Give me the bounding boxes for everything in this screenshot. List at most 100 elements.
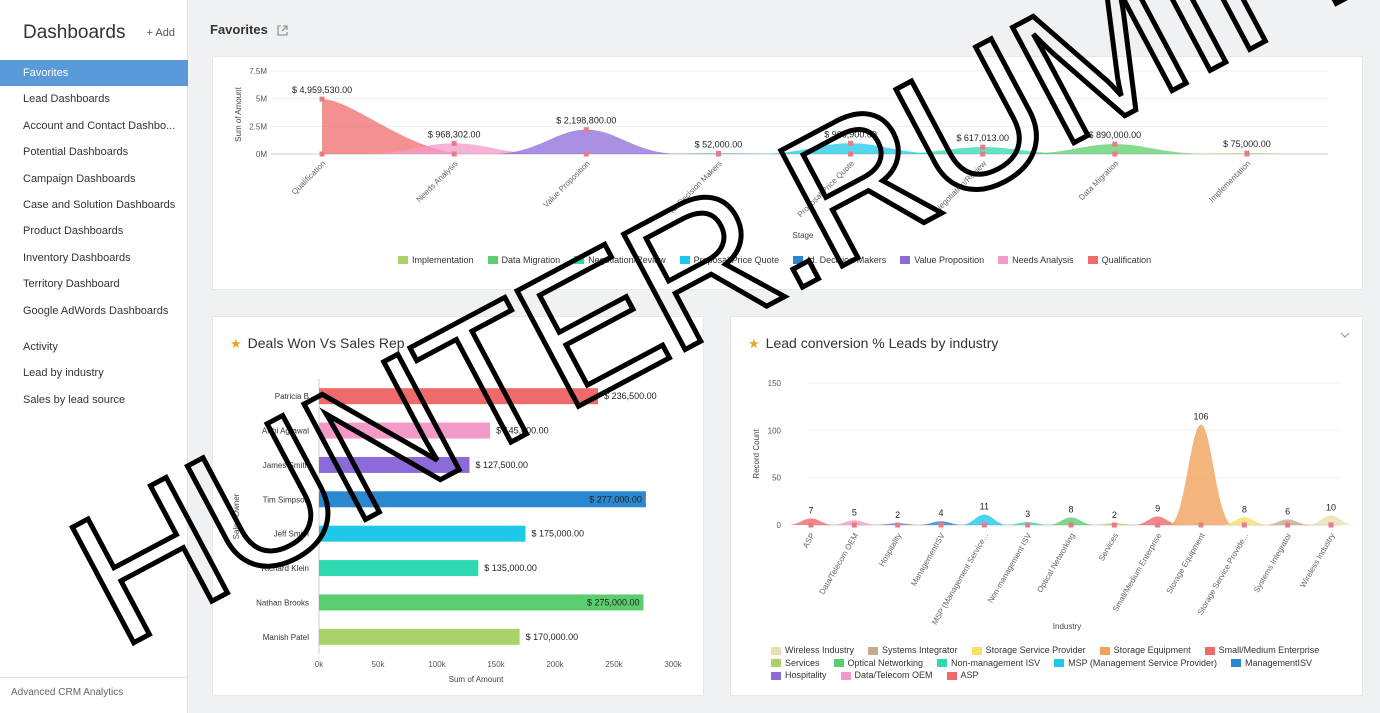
sidebar-item-google-adwords-dashboards[interactable]: Google AdWords Dashboards bbox=[23, 304, 169, 317]
lead-conversion-chart: 0 50 100 150 Record Count 7 ASP 5 Data/Telecom O… bbox=[752, 379, 1355, 631]
industry-legend-item[interactable]: Storage Service Provider bbox=[971, 645, 1086, 656]
star-icon[interactable]: ★ bbox=[230, 336, 242, 351]
industry-legend-item[interactable]: Storage Equipment bbox=[1099, 645, 1191, 656]
x-tick-label: 0k bbox=[315, 660, 324, 669]
stage-legend-item[interactable]: Needs Analysis bbox=[998, 255, 1074, 265]
baseline-point bbox=[715, 151, 721, 157]
data-label: 7 bbox=[808, 505, 813, 515]
add-dashboard-button[interactable]: + Add bbox=[146, 27, 175, 39]
area-series[interactable] bbox=[1019, 144, 1210, 154]
bar[interactable] bbox=[319, 628, 520, 645]
area-series[interactable] bbox=[1047, 517, 1095, 525]
sidebar-item-inventory-dashboards[interactable]: Inventory Dashboards bbox=[23, 251, 131, 264]
sidebar-item-lead-by-industry[interactable]: Lead by industry bbox=[23, 367, 104, 380]
data-point[interactable] bbox=[938, 522, 944, 528]
data-point[interactable] bbox=[1198, 522, 1204, 528]
stage-legend-item[interactable]: Proposal/Price Quote bbox=[679, 255, 779, 265]
x-tick-label: Id. Decision Makers bbox=[668, 159, 724, 215]
bar[interactable] bbox=[319, 560, 479, 577]
sidebar-item-sales-by-lead-source[interactable]: Sales by lead source bbox=[23, 393, 126, 406]
chevron-down-icon[interactable] bbox=[1340, 331, 1350, 339]
data-point[interactable] bbox=[451, 140, 457, 146]
legend-label: ASP bbox=[960, 670, 979, 680]
data-label: $ 2,198,800.00 bbox=[556, 116, 616, 126]
area-series[interactable] bbox=[1307, 515, 1355, 525]
industry-legend-item[interactable]: MSP (Management Service Provider) bbox=[1054, 658, 1217, 669]
stage-legend-item[interactable]: Negotiation/Review bbox=[574, 255, 666, 265]
sidebar-item-favorites[interactable]: Favorites bbox=[0, 60, 188, 87]
data-point[interactable] bbox=[583, 127, 589, 133]
sidebar-item-lead-dashboards[interactable]: Lead Dashboards bbox=[23, 93, 110, 106]
bar[interactable] bbox=[319, 491, 646, 508]
sidebar-item-territory-dashboard[interactable]: Territory Dashboard bbox=[23, 278, 120, 291]
area-series[interactable] bbox=[1263, 519, 1312, 525]
sidebar-item-product-dashboards[interactable]: Product Dashboards bbox=[23, 225, 124, 238]
stage-legend-item[interactable]: Value Proposition bbox=[900, 255, 984, 265]
data-point[interactable] bbox=[319, 96, 325, 102]
industry-legend-item[interactable]: Wireless Industry bbox=[771, 645, 854, 656]
bar[interactable] bbox=[319, 594, 644, 611]
industry-legend-item[interactable]: Small/Medium Enterprise bbox=[1204, 645, 1319, 656]
area-series[interactable] bbox=[359, 143, 550, 154]
area-series[interactable] bbox=[1169, 424, 1233, 525]
legend-swatch bbox=[398, 256, 408, 264]
stage-legend-item[interactable]: Implementation bbox=[398, 255, 474, 265]
area-series[interactable] bbox=[887, 147, 1078, 154]
y-tick-label: 0M bbox=[256, 150, 267, 159]
stage-legend-item[interactable]: Qualification bbox=[1087, 255, 1151, 265]
industry-legend-item[interactable]: Non-management ISV bbox=[937, 658, 1040, 669]
data-point[interactable] bbox=[980, 144, 986, 150]
data-point[interactable] bbox=[1025, 522, 1031, 528]
data-label: $ 4,959,530.00 bbox=[292, 85, 352, 95]
industry-legend-item[interactable]: Optical Networking bbox=[833, 658, 923, 669]
sidebar-item-activity[interactable]: Activity bbox=[23, 341, 58, 353]
data-point[interactable] bbox=[851, 522, 857, 528]
sidebar-item-case-and-solution-dashboards[interactable]: Case and Solution Dashboards bbox=[23, 198, 176, 211]
industry-legend-item[interactable]: Systems Integrator bbox=[868, 645, 958, 656]
area-series[interactable] bbox=[787, 518, 835, 525]
y-tick-label: 7.5M bbox=[249, 67, 267, 76]
bar[interactable] bbox=[319, 525, 526, 542]
industry-legend-item[interactable]: Data/Telecom OEM bbox=[840, 670, 933, 681]
stage-legend-item[interactable]: Id. Decision Makers bbox=[793, 255, 886, 265]
sidebar-item-potential-dashboards[interactable]: Potential Dashboards bbox=[23, 146, 129, 159]
data-point[interactable] bbox=[1328, 522, 1334, 528]
data-point[interactable] bbox=[895, 522, 901, 528]
legend-label: Wireless Industry bbox=[785, 645, 855, 655]
industry-legend-item[interactable]: Hospitality bbox=[771, 670, 827, 681]
area-series[interactable] bbox=[1133, 516, 1182, 525]
sidebar-footer: Advanced CRM Analytics bbox=[0, 677, 188, 713]
star-icon[interactable]: ★ bbox=[748, 336, 760, 351]
data-point[interactable] bbox=[1241, 522, 1247, 528]
data-point[interactable] bbox=[981, 522, 987, 528]
data-point[interactable] bbox=[1285, 522, 1291, 528]
sidebar-item-account-and-contact-dashbo[interactable]: Account and Contact Dashbo... bbox=[23, 119, 176, 132]
data-point[interactable] bbox=[1155, 522, 1161, 528]
area-series[interactable] bbox=[960, 514, 1009, 525]
baseline-point bbox=[848, 151, 854, 157]
data-label: 6 bbox=[1285, 506, 1290, 516]
area-series[interactable] bbox=[491, 129, 682, 154]
area-series[interactable] bbox=[322, 99, 463, 154]
data-point[interactable] bbox=[1068, 522, 1074, 528]
stage-legend-item[interactable]: Data Migration bbox=[487, 255, 560, 265]
industry-legend-item[interactable]: Services bbox=[771, 658, 820, 669]
industry-legend-item[interactable]: ManagementISV bbox=[1231, 658, 1312, 669]
bar[interactable] bbox=[319, 456, 470, 473]
industry-legend-item[interactable]: ASP bbox=[946, 670, 979, 681]
bar[interactable] bbox=[319, 422, 491, 439]
legend-swatch bbox=[946, 671, 957, 680]
external-link-icon[interactable] bbox=[276, 24, 289, 37]
legend-swatch bbox=[1231, 659, 1241, 667]
area-series[interactable] bbox=[755, 143, 946, 154]
data-point[interactable] bbox=[808, 522, 814, 528]
data-point[interactable] bbox=[1112, 141, 1118, 147]
sidebar-item-campaign-dashboards[interactable]: Campaign Dashboards bbox=[23, 172, 136, 185]
area-series[interactable] bbox=[1220, 517, 1269, 525]
data-point[interactable] bbox=[848, 140, 854, 146]
bar[interactable] bbox=[319, 388, 599, 405]
data-label: 4 bbox=[938, 508, 943, 518]
sidebar-header: Dashboards + Add bbox=[23, 22, 183, 48]
x-tick-label: Proposal/Price Quote bbox=[796, 159, 857, 220]
data-point[interactable] bbox=[1111, 522, 1117, 528]
